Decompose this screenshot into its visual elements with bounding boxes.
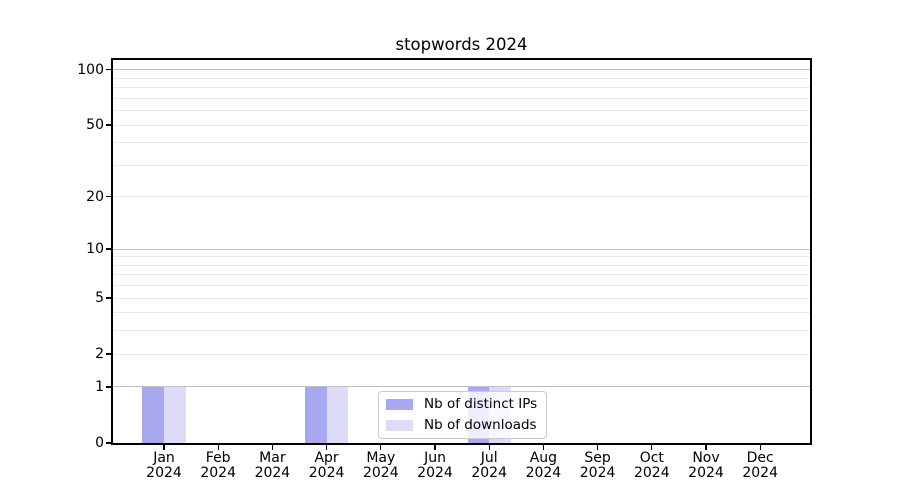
x-tick-label: Jul 2024: [471, 450, 507, 481]
legend: Nb of distinct IPs Nb of downloads: [378, 391, 548, 439]
gridline-minor: [113, 77, 810, 79]
gridline-major: [113, 69, 810, 71]
legend-label-downloads: Nb of downloads: [424, 417, 537, 433]
y-tick-label: 100: [77, 61, 104, 78]
x-tick-label: Oct 2024: [633, 450, 670, 481]
gridline-minor: [113, 124, 810, 126]
x-tick: [651, 445, 653, 450]
y-tick: [106, 386, 111, 388]
y-tick-label: 50: [86, 117, 104, 134]
gridline-minor: [113, 274, 810, 276]
x-tick-label: Sep 2024: [579, 450, 616, 481]
x-tick-label: May 2024: [362, 450, 399, 481]
gridline-minor: [113, 196, 810, 198]
bar-distinct-ips: [305, 386, 327, 443]
bar-distinct-ips: [142, 386, 164, 443]
gridline-minor: [113, 87, 810, 89]
x-tick: [434, 445, 436, 450]
y-tick-label: 0: [95, 435, 104, 451]
y-tick-label: 20: [86, 188, 104, 205]
gridline-minor: [113, 285, 810, 287]
x-tick-label: Jun 2024: [417, 450, 453, 481]
x-tick-label: Dec 2024: [742, 450, 778, 481]
gridline-minor: [113, 353, 810, 355]
plot-area: [111, 58, 812, 445]
x-tick: [488, 445, 490, 450]
gridline-major: [113, 248, 810, 250]
chart-title: stopwords 2024: [395, 35, 528, 54]
x-tick: [705, 445, 707, 450]
x-tick: [380, 445, 382, 450]
legend-swatch-distinct-ips: [386, 399, 413, 410]
y-tick: [106, 353, 111, 355]
gridline-major: [113, 386, 810, 388]
x-tick-label: Feb 2024: [200, 450, 236, 481]
x-tick: [163, 445, 165, 450]
gridline-minor: [113, 164, 810, 166]
legend-item-downloads: Nb of downloads: [386, 417, 537, 434]
legend-item-distinct-ips: Nb of distinct IPs: [386, 396, 537, 413]
y-tick-label: 2: [95, 346, 104, 363]
gridline-minor: [113, 297, 810, 299]
y-tick: [106, 442, 111, 444]
gridline-minor: [113, 142, 810, 144]
gridline-minor: [113, 330, 810, 332]
y-tick-label: 10: [86, 241, 104, 258]
y-tick-label: 1: [95, 378, 104, 395]
legend-label-distinct-ips: Nb of distinct IPs: [424, 396, 538, 412]
y-tick: [106, 248, 111, 250]
gridline-minor: [113, 312, 810, 314]
y-tick: [106, 69, 111, 71]
x-tick-label: Jan 2024: [146, 450, 182, 481]
x-tick-label: Aug 2024: [525, 450, 562, 481]
bar-downloads: [164, 386, 186, 443]
legend-swatch-downloads: [386, 420, 413, 431]
x-tick-label: Apr 2024: [308, 450, 345, 481]
gridline-minor: [113, 256, 810, 258]
y-tick: [106, 297, 111, 299]
y-tick-label: 5: [95, 290, 104, 307]
x-tick: [217, 445, 219, 450]
gridline-minor: [113, 264, 810, 266]
x-tick-label: Mar 2024: [254, 450, 291, 481]
gridline-minor: [113, 110, 810, 112]
x-tick: [542, 445, 545, 450]
x-tick-label: Nov 2024: [688, 450, 724, 481]
y-tick: [106, 196, 111, 198]
y-tick: [106, 124, 111, 126]
bar-downloads: [326, 386, 349, 443]
x-tick: [325, 445, 328, 450]
x-tick: [759, 445, 761, 450]
gridline-minor: [113, 97, 810, 99]
x-tick: [271, 445, 274, 450]
x-tick: [596, 445, 599, 450]
